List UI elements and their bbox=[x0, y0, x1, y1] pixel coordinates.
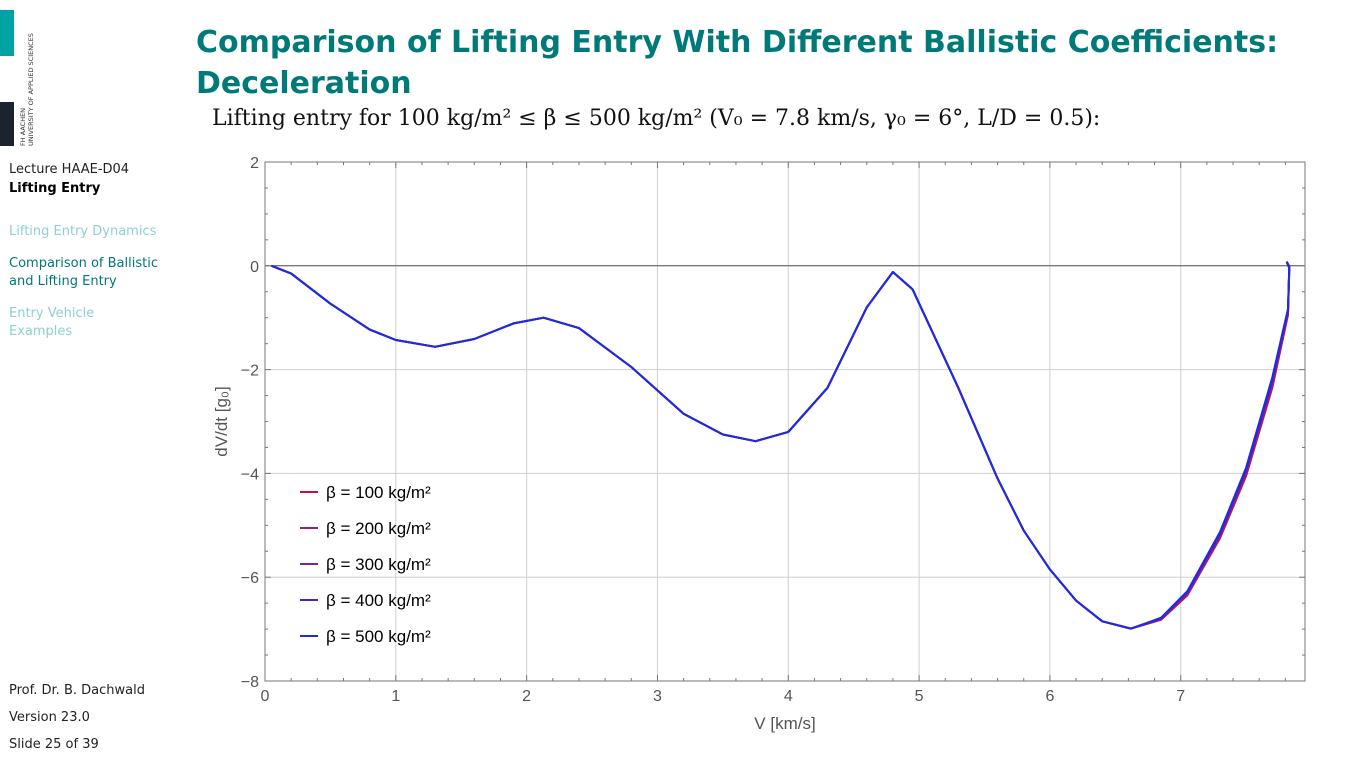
sidebar-item-comparison[interactable]: Comparison of Ballistic and Lifting Entr… bbox=[9, 256, 158, 289]
y-tick-label: 2 bbox=[250, 155, 259, 172]
y-tick-label: −8 bbox=[241, 674, 259, 691]
x-tick-label: 5 bbox=[915, 688, 924, 705]
y-tick-label: −2 bbox=[241, 363, 259, 380]
y-axis-label: dV/dt [g₀] bbox=[212, 386, 231, 456]
x-tick-label: 3 bbox=[653, 688, 662, 705]
footer-author: Prof. Dr. B. Dachwald bbox=[9, 683, 145, 698]
deceleration-chart: 0 1 2 3 4 5 6 7 −8 −6 −4 −2 0 2 V [km/s] dV/dt [g₀] β = … bbox=[212, 155, 1306, 733]
legend-entry: β = 300 kg/m² bbox=[326, 555, 431, 574]
series-line-5 bbox=[271, 261, 1291, 630]
slide-subtitle: Lifting entry for 100 kg/m² ≤ β ≤ 500 kg… bbox=[212, 106, 1101, 131]
y-tick-label: 0 bbox=[250, 259, 259, 276]
x-tick-label: 0 bbox=[261, 688, 270, 705]
legend-entry: β = 200 kg/m² bbox=[326, 519, 431, 538]
footer-version: Version 23.0 bbox=[9, 710, 90, 725]
sidebar-topic[interactable]: Lifting Entry bbox=[9, 181, 101, 196]
y-tick-label: −6 bbox=[241, 570, 259, 587]
slide-title: Comparison of Lifting Entry With Differe… bbox=[196, 25, 1279, 101]
logo-line-2: UNIVERSITY OF APPLIED SCIENCES bbox=[26, 33, 35, 146]
logo-teal-block bbox=[0, 10, 14, 56]
x-tick-label: 4 bbox=[784, 688, 793, 705]
x-tick-label: 6 bbox=[1045, 688, 1054, 705]
sidebar-item-lifting-entry-dynamics[interactable]: Lifting Entry Dynamics bbox=[9, 224, 157, 239]
legend-entry: β = 500 kg/m² bbox=[326, 627, 431, 646]
footer-slide-number: Slide 25 of 39 bbox=[9, 737, 99, 752]
x-tick-label: 1 bbox=[391, 688, 400, 705]
x-tick-label: 7 bbox=[1176, 688, 1185, 705]
legend-entry: β = 100 kg/m² bbox=[326, 483, 431, 502]
sidebar-lecture: Lecture HAAE-D04 bbox=[9, 162, 130, 177]
x-axis-label: V [km/s] bbox=[754, 714, 815, 733]
sidebar-item-entry-vehicle-examples[interactable]: Entry Vehicle Examples bbox=[9, 306, 95, 339]
sidebar: Lecture HAAE-D04 Lifting Entry Lifting E… bbox=[9, 160, 184, 339]
logo-dark-block bbox=[0, 102, 14, 146]
legend-entry: β = 400 kg/m² bbox=[326, 591, 431, 610]
y-tick-label: −4 bbox=[241, 466, 259, 483]
university-logo-text: FH AACHEN UNIVERSITY OF APPLIED SCIENCES bbox=[19, 6, 35, 146]
x-tick-label: 2 bbox=[522, 688, 531, 705]
